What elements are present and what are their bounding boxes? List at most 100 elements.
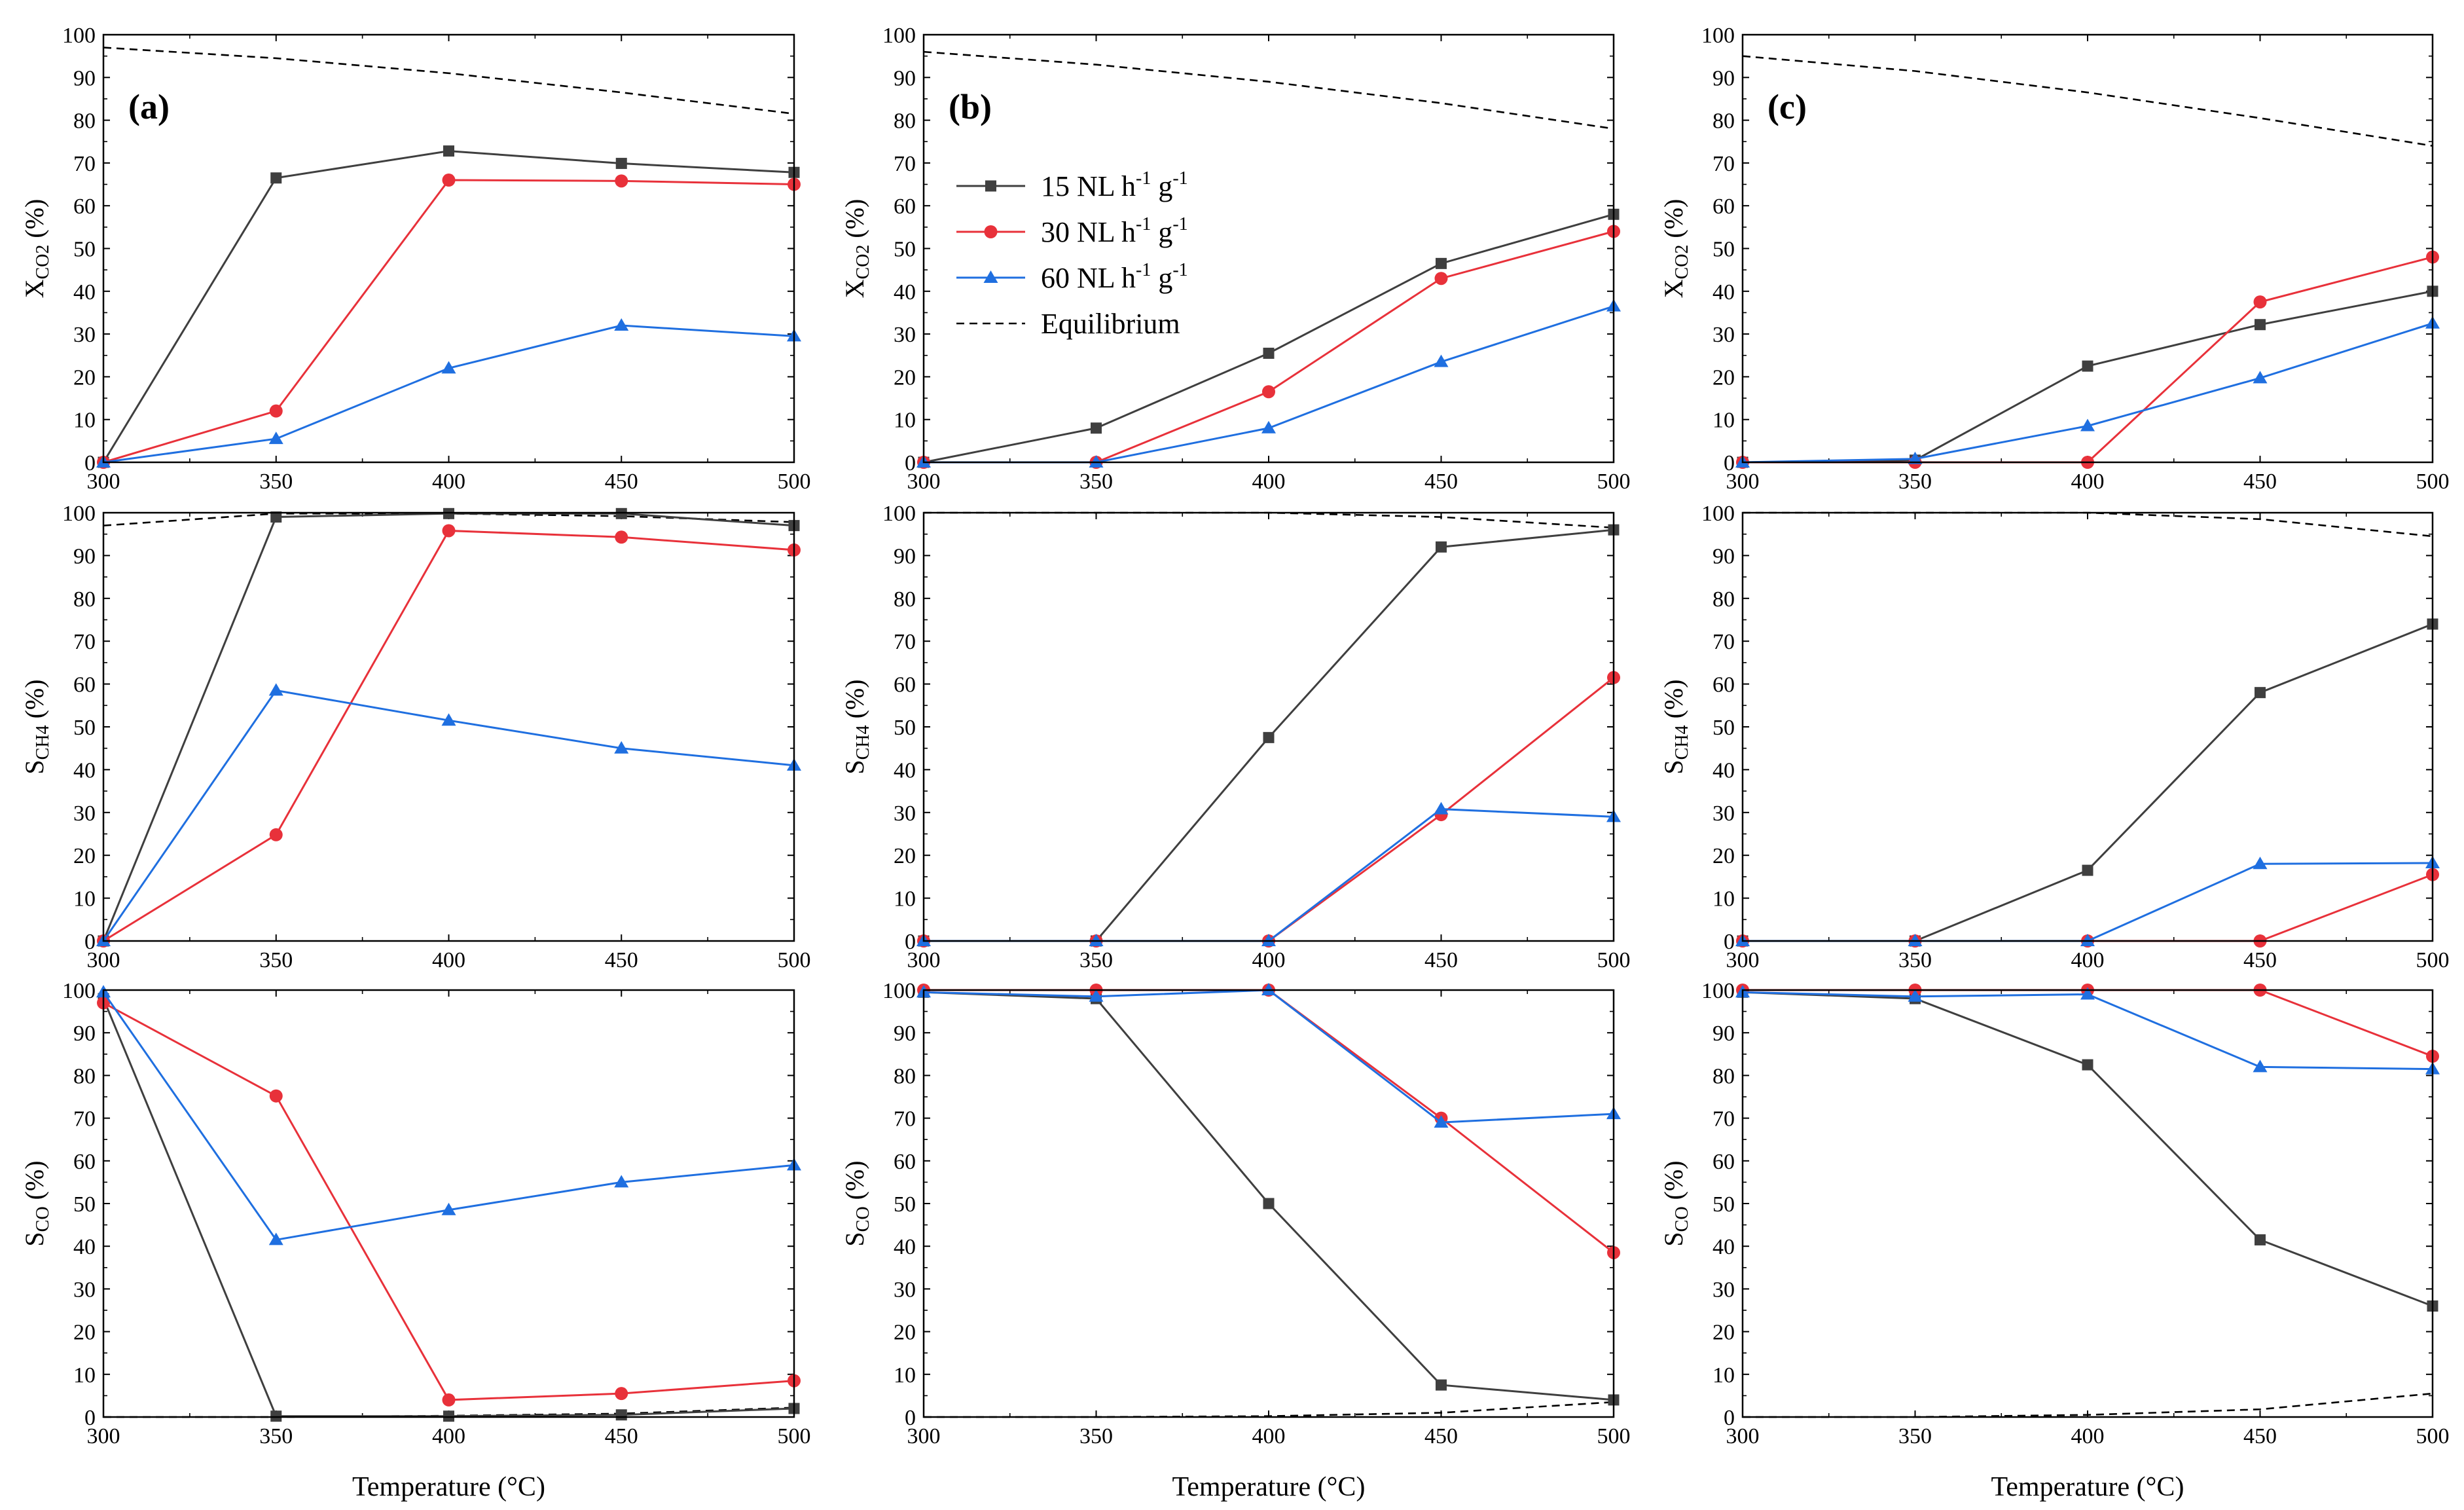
y-tick-label: 40 [894, 280, 916, 304]
x-tick-label: 450 [1424, 1424, 1458, 1448]
panel-2-0: 0 10 20 30 40 50 60 70 80 90 100 300 350 400 450 500 XCO… [1659, 24, 2450, 494]
series-line-60 [1742, 991, 2433, 1071]
data-point-15 [2082, 1059, 2093, 1071]
x-tick-label: 400 [1252, 1424, 1286, 1448]
legend: 15 NL h-1 g-1 30 NL h-1 g-1 60 NL h-1 g-1 E… [956, 168, 1188, 340]
x-tick-label: 300 [907, 1424, 941, 1448]
data-point-30 [1262, 385, 1275, 399]
plot-frame [922, 989, 1615, 1418]
x-tick-label: 500 [2416, 948, 2450, 972]
panel-0-1: 0 10 20 30 40 50 60 70 80 90 100 300 350 400 450 500 SCH… [20, 502, 811, 972]
data-point-15 [2255, 319, 2266, 331]
y-tick-label: 90 [73, 1022, 96, 1046]
y-tick-label: 50 [894, 716, 916, 740]
y-tick-label: 30 [73, 801, 96, 826]
data-point-15 [270, 1410, 282, 1422]
y-axis-label: SCO (%) [20, 1160, 53, 1246]
y-tick-label: 50 [1712, 716, 1735, 740]
y-tick-label: 40 [894, 1235, 916, 1259]
panel-tag: (b) [949, 87, 992, 126]
y-tick-label: 80 [73, 109, 96, 134]
data-point-30 [442, 524, 456, 538]
y-tick-label: 0 [84, 1406, 96, 1430]
x-tick-label: 400 [2071, 470, 2105, 494]
x-axis-label: Temperature (°C) [1172, 1472, 1366, 1502]
y-tick-label: 70 [894, 1107, 916, 1132]
y-tick-label: 50 [1712, 1192, 1735, 1217]
data-point-15 [1263, 347, 1275, 359]
x-tick-label: 450 [1424, 470, 1458, 494]
data-point-15 [615, 158, 627, 170]
series-line-15 [923, 991, 1614, 1401]
plot-frame [1741, 511, 2434, 942]
y-tick-label: 100 [1701, 979, 1735, 1003]
x-tick-label: 350 [1898, 1424, 1932, 1448]
data-point-30 [442, 174, 456, 187]
x-tick-label: 400 [432, 948, 465, 972]
y-tick-label: 70 [73, 1107, 96, 1132]
x-tick-label: 300 [907, 470, 941, 494]
legend-marker-60 [983, 270, 998, 283]
y-tick-label: 10 [894, 409, 916, 433]
y-tick-label: 30 [1712, 1278, 1735, 1302]
x-tick-label: 500 [1597, 948, 1631, 972]
x-tick-label: 500 [778, 1424, 811, 1448]
x-tick-label: 400 [1252, 470, 1286, 494]
data-point-30 [615, 1387, 628, 1401]
x-tick-label: 400 [1252, 948, 1286, 972]
data-point-15 [443, 507, 454, 519]
y-tick-label: 60 [1712, 1150, 1735, 1174]
data-point-15 [2082, 864, 2093, 876]
x-tick-label: 400 [2071, 1424, 2105, 1448]
data-point-15 [443, 145, 454, 157]
data-point-15 [615, 507, 627, 519]
y-axis-label: SCH4 (%) [20, 679, 53, 774]
data-point-60 [614, 741, 629, 754]
data-point-60 [2080, 418, 2095, 432]
y-tick-label: 80 [894, 109, 916, 134]
y-tick-label: 40 [73, 280, 96, 304]
y-tick-label: 70 [73, 152, 96, 176]
x-tick-label: 300 [87, 948, 120, 972]
x-tick-label: 500 [1597, 1424, 1631, 1448]
y-tick-label: 100 [882, 24, 916, 48]
data-point-60 [2253, 1059, 2268, 1073]
y-tick-label: 50 [894, 1192, 916, 1217]
y-tick-label: 20 [1712, 365, 1735, 390]
panel-tag: (c) [1767, 87, 1807, 126]
data-point-60 [2080, 987, 2095, 1000]
y-tick-label: 70 [1712, 630, 1735, 654]
x-tick-label: 350 [259, 470, 293, 494]
y-tick-label: 40 [1712, 758, 1735, 783]
y-tick-label: 10 [1712, 887, 1735, 912]
y-tick-label: 60 [1712, 194, 1735, 219]
y-tick-label: 60 [1712, 673, 1735, 697]
y-tick-label: 20 [1712, 1321, 1735, 1345]
data-point-30 [2253, 295, 2267, 309]
series-line-eq [103, 46, 795, 115]
series-line-30 [103, 1002, 795, 1401]
x-tick-label: 500 [2416, 470, 2450, 494]
y-tick-label: 40 [1712, 1235, 1735, 1259]
y-axis-label: XCO2 (%) [1659, 199, 1692, 299]
data-point-30 [269, 828, 283, 841]
y-tick-label: 10 [1712, 1363, 1735, 1388]
y-tick-label: 80 [1712, 587, 1735, 612]
panel-tag: (a) [128, 87, 170, 126]
series-line-30 [103, 529, 795, 942]
x-tick-label: 500 [1597, 470, 1631, 494]
y-axis-label: SCO (%) [1659, 1160, 1692, 1246]
y-axis-label: SCH4 (%) [1659, 679, 1692, 774]
y-tick-label: 100 [1701, 24, 1735, 48]
series-line-30 [1743, 256, 2433, 464]
x-tick-label: 450 [605, 470, 638, 494]
data-point-60 [1089, 989, 1104, 1002]
series-line-eq [924, 1401, 1614, 1418]
plot-frame [102, 511, 795, 942]
y-tick-label: 20 [894, 844, 916, 868]
data-point-15 [1436, 1379, 1447, 1391]
series-line-15 [1742, 991, 2433, 1307]
y-tick-label: 0 [84, 930, 96, 954]
y-tick-label: 10 [73, 887, 96, 912]
series-line-60 [102, 991, 795, 1242]
